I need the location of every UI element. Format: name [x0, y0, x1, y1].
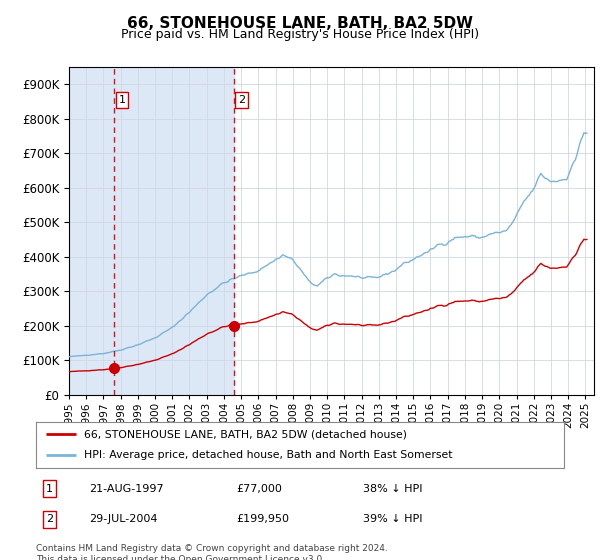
Text: 38% ↓ HPI: 38% ↓ HPI — [364, 483, 423, 493]
Text: 66, STONEHOUSE LANE, BATH, BA2 5DW: 66, STONEHOUSE LANE, BATH, BA2 5DW — [127, 16, 473, 31]
Text: £199,950: £199,950 — [236, 515, 290, 525]
Text: 39% ↓ HPI: 39% ↓ HPI — [364, 515, 423, 525]
Bar — [115, 67, 234, 395]
Text: 66, STONEHOUSE LANE, BATH, BA2 5DW (detached house): 66, STONEHOUSE LANE, BATH, BA2 5DW (deta… — [83, 429, 407, 439]
Text: Contains HM Land Registry data © Crown copyright and database right 2024.
This d: Contains HM Land Registry data © Crown c… — [36, 544, 388, 560]
Text: 1: 1 — [46, 483, 53, 493]
Bar — [69, 67, 115, 395]
Text: £77,000: £77,000 — [236, 483, 283, 493]
Text: 2: 2 — [46, 515, 53, 525]
Text: 2: 2 — [238, 95, 245, 105]
Text: 29-JUL-2004: 29-JUL-2004 — [89, 515, 157, 525]
Text: HPI: Average price, detached house, Bath and North East Somerset: HPI: Average price, detached house, Bath… — [83, 450, 452, 460]
Text: 21-AUG-1997: 21-AUG-1997 — [89, 483, 163, 493]
Text: 1: 1 — [119, 95, 125, 105]
Text: Price paid vs. HM Land Registry's House Price Index (HPI): Price paid vs. HM Land Registry's House … — [121, 28, 479, 41]
